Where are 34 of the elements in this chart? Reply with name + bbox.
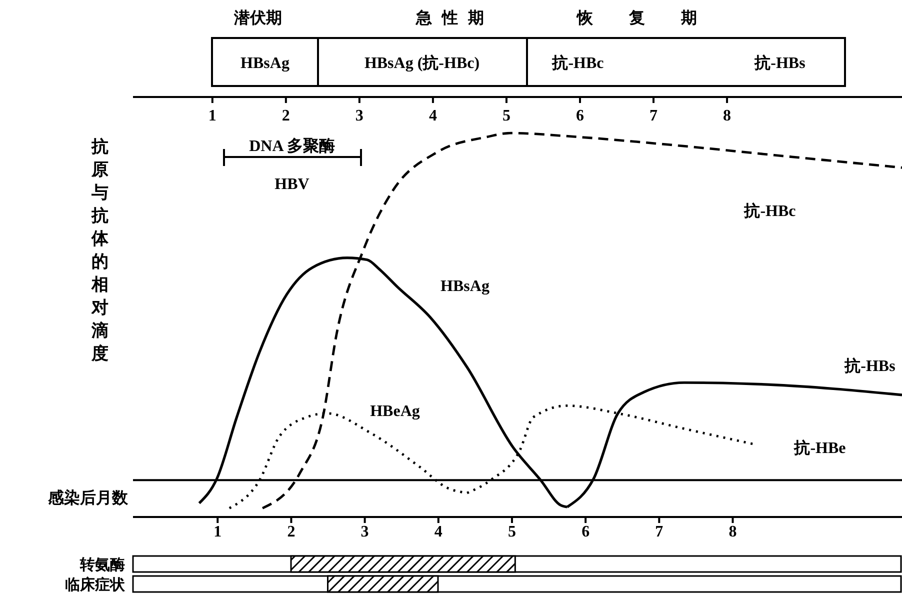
text: 恢复期 (576, 9, 733, 27)
x2-tick-label: 8 (723, 107, 732, 124)
text: HBsAg (240, 55, 290, 72)
x-tick-label: 3 (360, 523, 369, 540)
series-label: HBsAg (440, 278, 490, 295)
text: 抗-HBs (754, 54, 806, 72)
series-label: HBeAg (370, 403, 420, 420)
text: HBsAg (抗-HBc) (364, 54, 480, 72)
x-tick-label: 6 (582, 523, 590, 540)
annotation: DNA 多聚酶 (249, 137, 335, 155)
x2-tick-label: 5 (502, 107, 510, 124)
x-tick-label: 1 (214, 523, 222, 540)
text: 抗-HBe (793, 439, 846, 457)
x2-tick-label: 6 (576, 107, 584, 124)
series-label: 抗-HBs (844, 357, 896, 375)
text: 抗原与抗体的相对滴度 (92, 137, 108, 363)
x-tick-label: 2 (287, 523, 296, 540)
text: 急性期 (415, 9, 494, 27)
x-tick-label: 4 (434, 523, 442, 540)
x2-tick-label: 2 (282, 107, 290, 124)
text: 抗-HBc (551, 54, 604, 72)
x2-tick-label: 3 (355, 107, 364, 124)
text: 抗-HBc (743, 202, 796, 220)
x2-tick-label: 7 (650, 107, 658, 124)
annotation: HBV (274, 176, 310, 193)
y-tick-label: 临床症状 (65, 575, 126, 594)
text: 潜伏期 (233, 9, 282, 27)
x-axis-title: 感染后月数 (47, 489, 129, 507)
y-tick-label: 转氨酶 (79, 556, 125, 574)
x-tick-label: 8 (728, 523, 737, 540)
x-tick-label: 7 (655, 523, 664, 540)
x-tick-label: 5 (508, 523, 516, 540)
x2-tick-label: 1 (208, 107, 216, 124)
x2-tick-label: 4 (428, 107, 437, 124)
